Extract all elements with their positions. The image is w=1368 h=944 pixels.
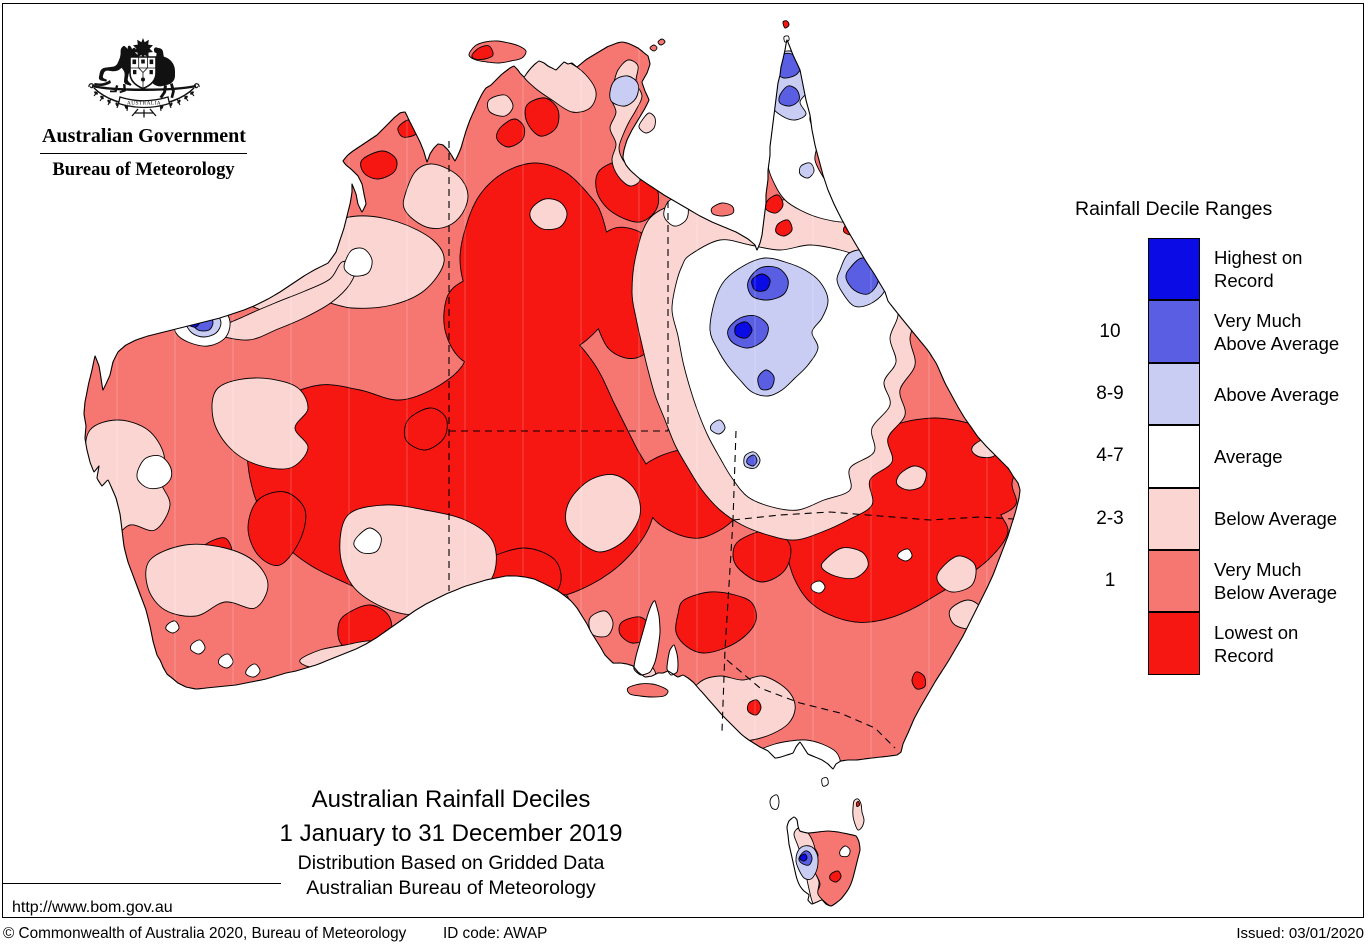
svg-text:AUSTRALIA: AUSTRALIA [127,100,161,106]
